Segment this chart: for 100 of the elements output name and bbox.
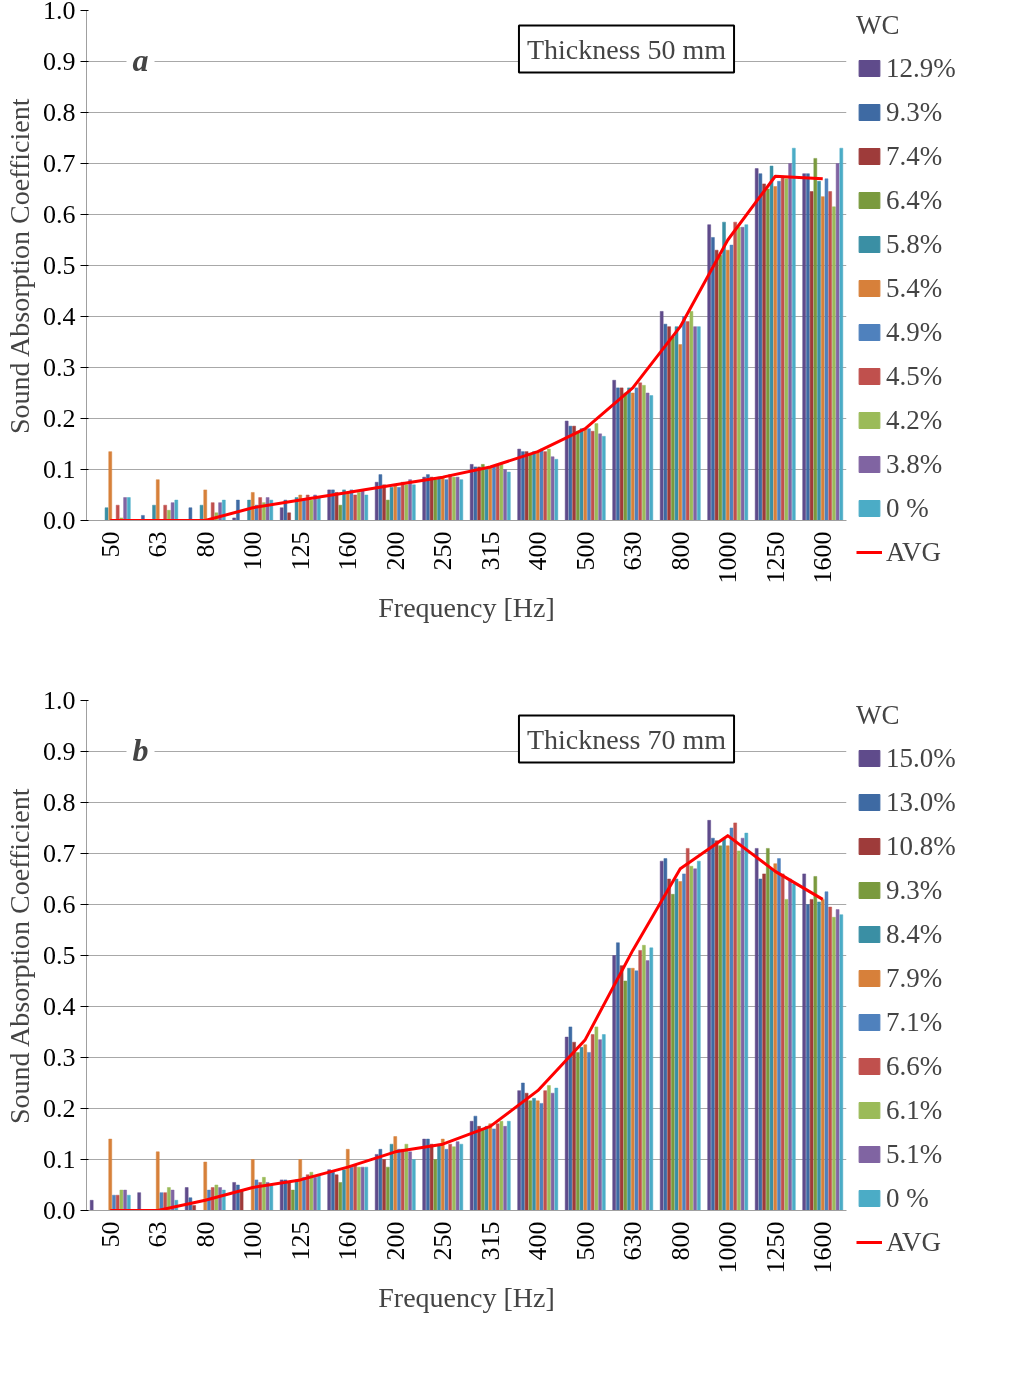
- bar: [170, 502, 175, 521]
- y-tick-label: 0.1: [43, 455, 76, 484]
- bar: [594, 1026, 599, 1211]
- bar: [682, 873, 686, 1211]
- bar: [327, 1169, 331, 1211]
- y-tick-label: 0.2: [43, 404, 76, 433]
- bar: [579, 1047, 584, 1211]
- bar: [602, 1034, 606, 1211]
- bar: [484, 469, 489, 521]
- bar: [733, 822, 737, 1211]
- bar: [773, 863, 777, 1211]
- bar: [389, 1143, 394, 1211]
- legend-label: 10.8%: [886, 829, 957, 863]
- bar: [156, 1151, 160, 1211]
- y-tick-label: 0.8: [43, 788, 76, 817]
- bar: [459, 1143, 464, 1211]
- bar: [543, 451, 547, 521]
- bar: [484, 1126, 489, 1211]
- bar: [192, 1205, 196, 1211]
- legend-label: 8.4%: [886, 917, 944, 951]
- bar: [689, 866, 694, 1211]
- bar: [429, 476, 434, 521]
- bar: [697, 326, 701, 521]
- bar: [543, 1090, 547, 1211]
- bar: [342, 1169, 346, 1211]
- bar: [744, 832, 749, 1211]
- bar: [769, 165, 774, 521]
- x-tick-label: 800: [665, 1221, 695, 1261]
- y-tick-label: 0.9: [43, 47, 76, 76]
- bar: [689, 311, 694, 521]
- legend-label: 12.9%: [886, 51, 957, 85]
- bar: [112, 1194, 116, 1211]
- bar: [714, 840, 719, 1211]
- legend-label: 7.1%: [886, 1005, 944, 1039]
- bar: [499, 464, 504, 521]
- bar: [792, 147, 796, 521]
- bar: [127, 497, 131, 521]
- text: Thickness 50 mm: [526, 33, 727, 65]
- x-axis-title: Frequency [Hz]: [378, 591, 555, 623]
- bar: [488, 466, 492, 521]
- bar: [302, 499, 306, 521]
- bar: [378, 474, 383, 521]
- bar: [539, 1103, 544, 1211]
- x-tick-label: 400: [523, 531, 553, 571]
- bar: [108, 451, 112, 521]
- legend-label: 5.1%: [886, 1137, 944, 1171]
- bar: [550, 456, 555, 521]
- x-tick-label: 1000: [713, 1221, 743, 1274]
- bar: [758, 878, 763, 1211]
- bar: [674, 878, 679, 1211]
- bar: [645, 960, 650, 1211]
- x-tick-label: 160: [333, 531, 363, 571]
- bar: [251, 1159, 255, 1211]
- y-tick-label: 0.9: [43, 737, 76, 766]
- bar: [254, 1179, 259, 1211]
- legend-label: 4.5%: [886, 359, 944, 393]
- legend-label: 9.3%: [886, 95, 944, 129]
- annotation: b: [132, 731, 149, 768]
- bar: [693, 326, 697, 521]
- legend-label: 7.9%: [886, 961, 944, 995]
- bar: [437, 1143, 441, 1211]
- bar: [404, 1143, 409, 1211]
- bar: [809, 191, 814, 521]
- x-tick-label: 80: [190, 1221, 220, 1248]
- bar: [612, 955, 616, 1211]
- bar: [524, 451, 529, 521]
- bar: [718, 845, 723, 1211]
- x-tick-label: 100: [238, 531, 268, 571]
- bar: [638, 382, 642, 521]
- bar: [682, 316, 686, 521]
- bar: [572, 1041, 576, 1211]
- bar: [792, 883, 796, 1211]
- bar: [817, 181, 821, 521]
- bar: [313, 1177, 317, 1211]
- bar: [437, 476, 441, 521]
- bar: [707, 224, 711, 521]
- line-series: [108, 834, 825, 1211]
- bar: [634, 970, 639, 1211]
- bar: [360, 489, 365, 521]
- bar: [714, 249, 719, 521]
- x-tick-label: 200: [380, 1221, 410, 1261]
- bar: [127, 1194, 131, 1211]
- y-tick-label: 0.4: [43, 302, 76, 331]
- y-tick-label: 1.0: [43, 0, 76, 25]
- x-tick-label: 50: [95, 1221, 125, 1248]
- bar: [784, 178, 789, 521]
- bar: [477, 1126, 481, 1211]
- bar: [104, 507, 109, 521]
- bar: [678, 344, 682, 521]
- legend-title: WC: [856, 10, 901, 41]
- x-tick-label: 1600: [808, 1221, 838, 1274]
- bar: [835, 909, 840, 1211]
- bar: [598, 433, 602, 521]
- y-tick-label: 0.6: [43, 200, 76, 229]
- annotation: a: [132, 41, 149, 78]
- bar: [137, 1192, 141, 1211]
- bar: [769, 868, 774, 1211]
- bar: [89, 1200, 94, 1211]
- bar: [678, 881, 682, 1211]
- bar: [199, 504, 204, 521]
